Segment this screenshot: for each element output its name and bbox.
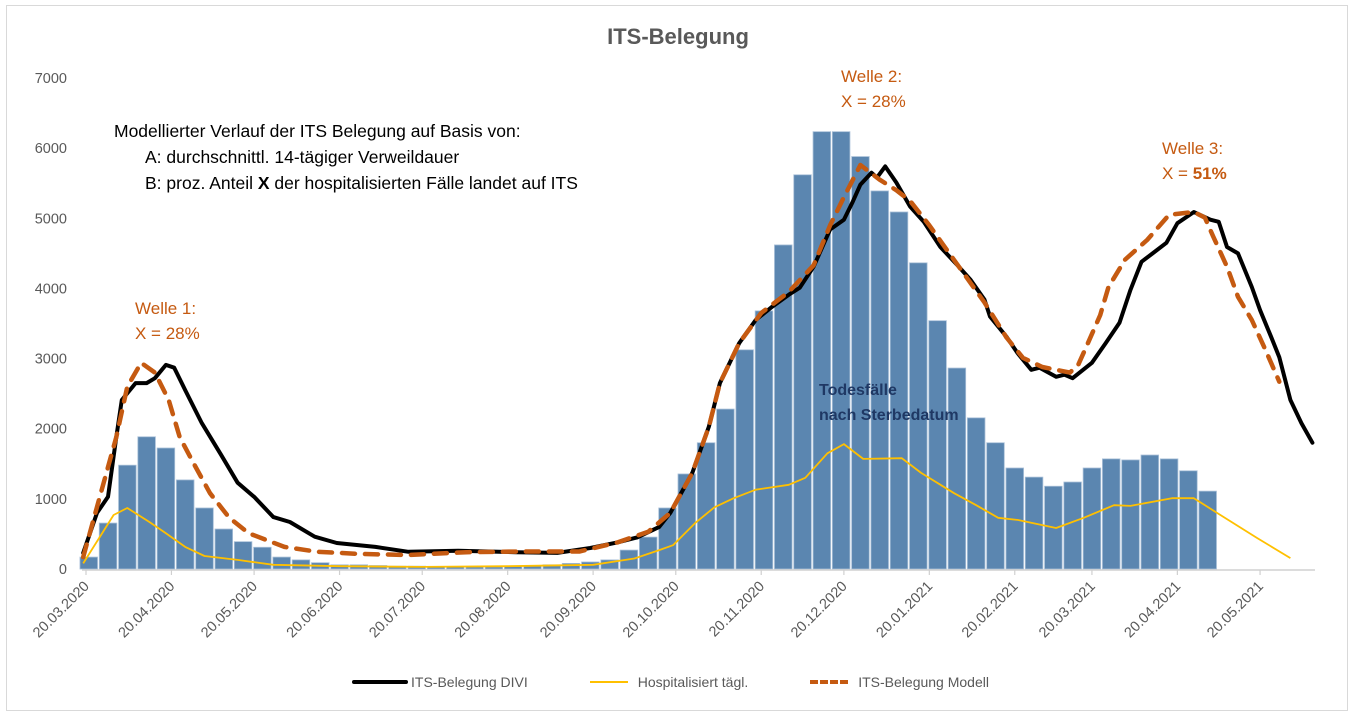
x-tick-label: 20.05.2021 [1204,579,1267,642]
bar [928,320,947,570]
y-tick-label: 3000 [35,352,67,368]
bar [812,131,832,570]
bar [677,473,697,570]
bar [716,408,735,570]
y-tick-label: 7000 [35,71,67,87]
bar [272,556,291,570]
bar [137,436,156,570]
bar [831,131,851,570]
legend-item-model: ITS-Belegung Modell [810,674,989,690]
bar [889,211,909,570]
y-tick-label: 5000 [35,211,67,227]
wave3-x: X = 51% [1162,161,1227,186]
bar [156,447,176,570]
legend-item-divi: ITS-Belegung DIVI [352,674,528,690]
bar [986,442,1005,570]
bar [1121,459,1140,570]
line-its-divi [81,164,1315,555]
bar [735,349,754,570]
bar [1102,458,1121,570]
x-tick-label: 20.03.2021 [1036,579,1099,642]
note-b-pre: B: proz. Anteil [145,173,258,193]
wave2-title: Welle 2: [841,67,903,86]
bar [696,442,716,570]
x-tick-label: 20.03.2020 [30,579,93,642]
legend-label-model: ITS-Belegung Modell [858,674,989,690]
bar [176,479,195,570]
y-tick-label: 6000 [35,141,67,157]
bar [118,464,137,570]
bar [774,244,793,570]
deaths-line1: Todesfälle [819,382,897,399]
bar [966,417,986,570]
chart-border [6,5,1348,711]
x-tick-label: 20.07.2020 [366,579,429,642]
legend-label-divi: ITS-Belegung DIVI [411,674,528,690]
x-tick-label: 20.04.2021 [1122,579,1185,642]
y-tick-label: 2000 [35,422,67,438]
legend-label-hosp: Hospitalisiert tägl. [637,674,749,690]
wave2-label: Welle 2: X = 28% [841,64,906,114]
legend-swatch-model [810,680,849,684]
bar [1082,467,1102,570]
legend: ITS-Belegung DIVI Hospitalisiert tägl. I… [352,674,1041,690]
note-b: B: proz. Anteil X der hospitalisierten F… [114,170,578,196]
bar [909,262,928,570]
y-tick-label: 0 [59,562,67,578]
x-tick-label: 20.08.2020 [452,579,515,642]
x-tick-label: 20.06.2020 [284,579,347,642]
deaths-line2: nach Sterbedatum [819,407,959,424]
legend-item-hosp: Hospitalisiert tägl. [589,674,749,690]
bar [793,174,812,570]
x-tick-label: 20.02.2021 [959,579,1022,642]
model-note: Modellierter Verlauf der ITS Belegung au… [114,118,578,196]
x-tick-label: 20.12.2020 [788,579,851,642]
bar [214,528,234,570]
wave1-x: X = 28% [135,324,200,343]
bar [870,190,889,570]
deaths-label: Todesfälle nach Sterbedatum [819,378,959,428]
line-its-modell [80,162,1282,560]
bar [947,367,967,570]
bar [754,310,774,570]
note-b-post: der hospitalisierten Fälle landet auf IT… [269,173,578,193]
wave2-x: X = 28% [841,92,906,111]
wave3-x-bold: 51% [1192,164,1227,183]
bar [79,556,98,570]
legend-swatch-hosp [589,681,628,683]
x-tick-label: 20.10.2020 [620,579,683,642]
x-tick-label: 20.01.2021 [874,579,937,642]
legend-swatch-divi [352,680,408,684]
wave3-label: Welle 3: X = 51% [1162,136,1227,186]
wave1-label: Welle 1: X = 28% [135,296,200,346]
bar [98,522,118,570]
y-tick-label: 1000 [35,492,67,508]
x-tick-label: 20.09.2020 [537,579,600,642]
bar [1063,481,1082,570]
chart-title: ITS-Belegung [607,24,749,49]
y-tick-label: 4000 [35,281,67,297]
bar [195,507,214,570]
wave3-x-pre: X = [1162,164,1193,183]
note-b-bold: X [257,173,270,193]
bar [851,156,870,570]
bar [1140,454,1160,570]
line-hospitalisiert [82,443,1291,568]
note-a: A: durchschnittl. 14-tägiger Verweildaue… [145,147,460,167]
wave1-title: Welle 1: [135,299,197,318]
wave3-title: Welle 3: [1162,139,1224,158]
x-tick-label: 20.04.2020 [116,579,179,642]
x-tick-label: 20.11.2020 [706,579,768,641]
bar [253,546,272,570]
x-tick-label: 20.05.2020 [198,579,261,642]
bar [233,541,253,570]
note-title: Modellierter Verlauf der ITS Belegung au… [114,121,521,141]
bar [1159,458,1179,570]
bar [1179,470,1198,570]
